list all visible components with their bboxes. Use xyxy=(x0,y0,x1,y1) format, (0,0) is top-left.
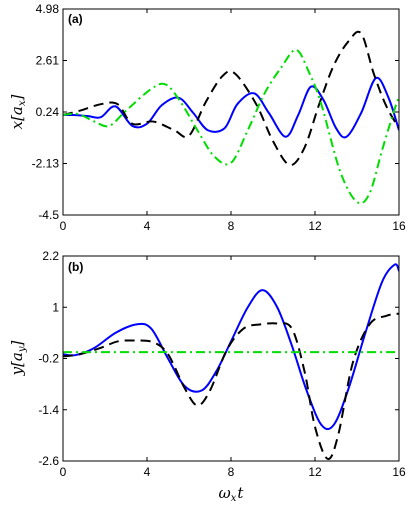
panel-b-x-tick-label: 8 xyxy=(228,465,235,479)
panel-a-y-tick-label: 4.98 xyxy=(36,2,60,16)
panel-b-ticks: 0 4 8 12 16 -2.6 -1.4 -0.2 1 2.2 xyxy=(38,249,406,479)
panel-b: 0 4 8 12 16 -2.6 -1.4 -0.2 1 2.2 (b) y[ay] ωxt xyxy=(8,249,406,504)
panel-b-frame xyxy=(62,255,400,462)
panel-b-y-axis-title: y[ay] xyxy=(8,340,28,376)
panel-a-y-tick-label: 0.24 xyxy=(36,105,60,119)
panel-a-x-tick-label: 16 xyxy=(392,219,406,233)
panel-a-y-tick-label: -4.5 xyxy=(38,208,59,222)
panel-a-frame xyxy=(62,8,400,216)
panel-b-x-tick-label: 0 xyxy=(60,465,67,479)
panel-b-x-tick-label: 16 xyxy=(392,465,406,479)
panel-b-series-2-line xyxy=(63,312,399,460)
panel-a: 0 4 8 12 16 -4.5 -2.13 0.24 2.61 4.98 (a) x[ax] xyxy=(8,2,406,233)
panel-a-x-tick-label: 0 xyxy=(60,219,67,233)
panel-b-plot-area xyxy=(63,263,399,460)
panel-a-x-tick-label: 4 xyxy=(144,219,151,233)
panel-a-y-tick-label: 2.61 xyxy=(36,54,60,68)
panel-a-ticks: 0 4 8 12 16 -4.5 -2.13 0.24 2.61 4.98 xyxy=(32,2,406,233)
panel-b-y-tick-label: 1 xyxy=(52,300,59,314)
panel-a-series-2-line xyxy=(63,30,399,167)
panel-a-plot-area xyxy=(63,30,399,205)
panel-b-y-tick-label: -0.2 xyxy=(38,352,59,366)
panel-b-series-1-line xyxy=(63,263,399,431)
panel-a-y-tick-label: -2.13 xyxy=(32,157,60,171)
panel-a-y-axis-title: x[ax] xyxy=(8,94,28,129)
panel-a-series-1-line xyxy=(63,76,399,139)
panel-b-x-axis-title: ωxt xyxy=(219,484,245,504)
panel-a-label: (a) xyxy=(68,12,83,26)
panel-a-x-tick-label: 8 xyxy=(228,219,235,233)
panel-b-label: (b) xyxy=(68,260,83,274)
panel-b-x-tick-label: 4 xyxy=(144,465,151,479)
panel-a-x-tick-label: 12 xyxy=(308,219,322,233)
panel-b-y-tick-label: -1.4 xyxy=(38,403,59,417)
panel-b-x-tick-label: 12 xyxy=(308,465,322,479)
panel-b-y-tick-label: 2.2 xyxy=(42,249,59,263)
panel-a-series-3-line xyxy=(63,48,399,205)
panel-b-y-tick-label: -2.6 xyxy=(38,454,59,468)
